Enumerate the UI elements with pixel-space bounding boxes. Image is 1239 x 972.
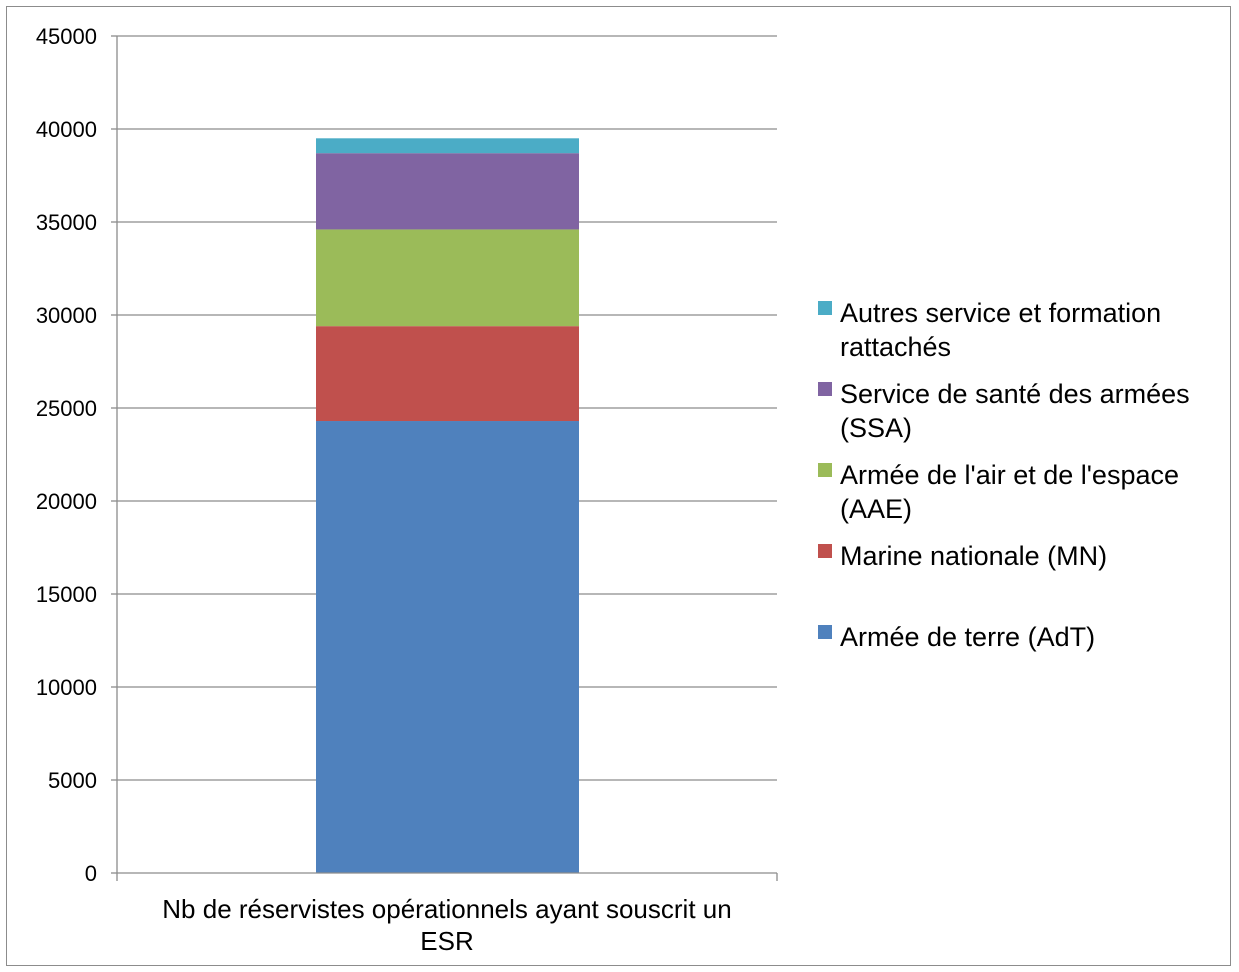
legend-label: Armée de terre (AdT)	[840, 622, 1095, 652]
y-tick-label: 45000	[36, 24, 97, 49]
legend-label: Marine nationale (MN)	[840, 541, 1107, 571]
x-category-label: Nb de réservistes opérationnels ayant so…	[162, 894, 731, 956]
y-tick-label: 25000	[36, 396, 97, 421]
bar-segment	[316, 421, 579, 873]
legend-label: Armée de l'air et de l'espace (AAE)	[840, 460, 1179, 524]
y-tick-labels: 0 5000 10000 15000 20000 25000 30000 35000 40000…	[36, 24, 117, 886]
bar-segment	[316, 229, 579, 327]
y-tick-label: 10000	[36, 675, 97, 700]
y-tick-label: 30000	[36, 303, 97, 328]
legend-swatch	[818, 544, 832, 558]
legend-swatch	[818, 382, 832, 396]
legend-swatch	[818, 625, 832, 639]
y-tick-label: 5000	[48, 768, 97, 793]
legend: Autres service et formation rattachés Serv…	[818, 298, 1190, 652]
y-tick-label: 0	[85, 861, 97, 886]
bar-stack	[316, 138, 579, 873]
chart-frame	[6, 6, 1231, 966]
bar-segment	[316, 153, 579, 230]
axes	[116, 36, 778, 881]
bar-segment	[316, 138, 579, 154]
legend-swatch	[818, 463, 832, 477]
y-tick-label: 40000	[36, 117, 97, 142]
legend-label: Service de santé des armées (SSA)	[840, 379, 1190, 443]
legend-label: Autres service et formation rattachés	[840, 298, 1161, 362]
legend-swatch	[818, 301, 832, 315]
bar-segment	[316, 326, 579, 422]
y-tick-label: 35000	[36, 210, 97, 235]
y-tick-label: 15000	[36, 582, 97, 607]
x-category-label: Nb de réservistes opérationnels ayant so…	[162, 894, 731, 956]
y-tick-label: 20000	[36, 489, 97, 514]
